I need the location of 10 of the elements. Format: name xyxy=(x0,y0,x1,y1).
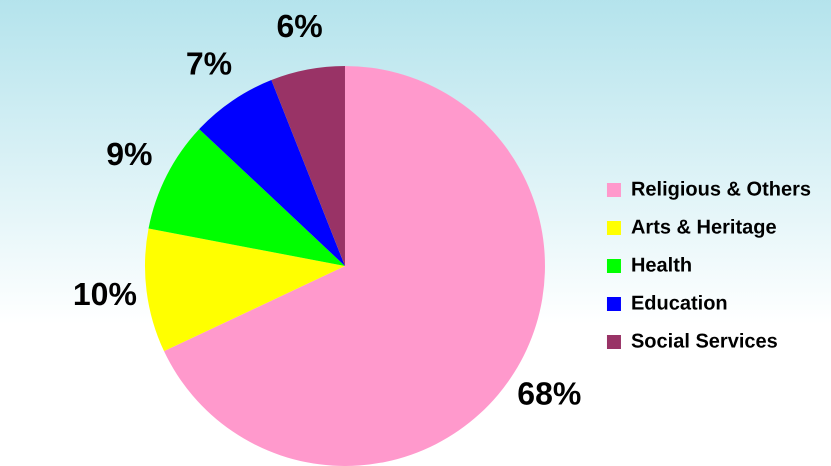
data-label: 6% xyxy=(276,8,323,44)
data-label: 10% xyxy=(72,276,137,312)
data-label: 7% xyxy=(186,46,232,82)
legend-label: Health xyxy=(630,254,692,277)
legend-label: Social Services xyxy=(630,330,778,353)
data-label: 9% xyxy=(106,136,152,172)
legend-label: Arts & Heritage xyxy=(630,216,777,239)
legend-label: Education xyxy=(630,292,728,315)
legend-label: Religious & Others xyxy=(630,178,811,201)
data-label: 68% xyxy=(517,376,582,412)
